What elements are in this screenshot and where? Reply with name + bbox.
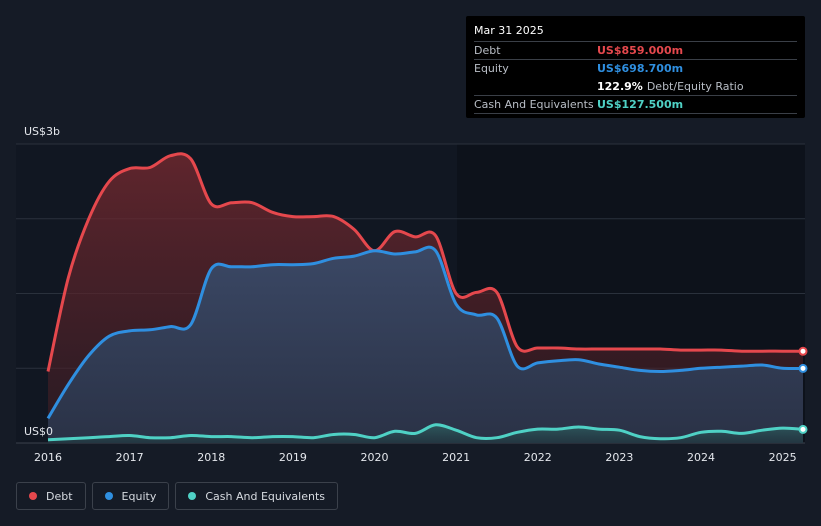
cash-and-equivalents-area bbox=[48, 424, 803, 443]
x-tick-label: 2020 bbox=[360, 451, 388, 464]
debt-line bbox=[46, 152, 804, 372]
x-tick-label: 2018 bbox=[197, 451, 225, 464]
series-areas bbox=[48, 153, 803, 443]
equity-area bbox=[48, 247, 803, 443]
x-tick-label: 2016 bbox=[34, 451, 62, 464]
legend-item-cash[interactable]: Cash And Equivalents bbox=[175, 482, 338, 510]
equity-dot-icon bbox=[104, 492, 113, 500]
tooltip-ratio-text: Debt/Equity Ratio bbox=[646, 80, 744, 93]
tooltip-cash-value: US$127.500m bbox=[597, 98, 684, 111]
y-tick-label: US$3b bbox=[24, 125, 60, 138]
cash-and-equivalents-endpoint bbox=[798, 424, 808, 434]
series-endpoints bbox=[798, 346, 808, 434]
legend-item-debt[interactable]: Debt bbox=[16, 482, 86, 510]
cash-and-equivalents-line bbox=[47, 423, 804, 442]
cash-dot-icon bbox=[188, 492, 197, 500]
x-axis-ticks: 2016 2017 2018 2019 2020 2021 2022 2023 2024 2025 bbox=[34, 451, 797, 464]
legend-equity-label: Equity bbox=[121, 489, 157, 503]
legend-item-equity[interactable]: Equity bbox=[91, 482, 170, 510]
equity-endpoint bbox=[798, 363, 808, 373]
legend-cash-label: Cash And Equivalents bbox=[205, 489, 325, 503]
tooltip-equity-row: Equity US$698.700m bbox=[474, 59, 797, 77]
x-tick-label: 2017 bbox=[116, 451, 144, 464]
tooltip-debt-row: Debt US$859.000m bbox=[474, 41, 797, 59]
series-lines bbox=[46, 152, 804, 442]
x-tick-label: 2023 bbox=[605, 451, 633, 464]
legend-debt-label: Debt bbox=[46, 489, 73, 503]
x-tick-label: 2025 bbox=[769, 451, 797, 464]
debt-endpoint bbox=[798, 346, 808, 356]
data-tooltip: Mar 31 2025 Debt US$859.000m Equity US$6… bbox=[466, 16, 805, 118]
tooltip-ratio-value: 122.9% bbox=[597, 80, 643, 93]
x-tick-label: 2024 bbox=[687, 451, 715, 464]
tooltip-equity-value: US$698.700m bbox=[597, 62, 684, 75]
tooltip-equity-label: Equity bbox=[474, 62, 509, 75]
equity-line bbox=[46, 245, 804, 420]
x-tick-label: 2022 bbox=[524, 451, 552, 464]
debt-dot-icon bbox=[29, 492, 37, 500]
y-axis-ticks: US$0 US$3b bbox=[24, 125, 60, 438]
x-tick-label: 2021 bbox=[442, 451, 470, 464]
tooltip-cash-label: Cash And Equivalents bbox=[474, 98, 594, 111]
tooltip-cash-row: Cash And Equivalents US$127.500m bbox=[474, 95, 797, 114]
y-tick-label: US$0 bbox=[24, 425, 53, 438]
tooltip-debt-label: Debt bbox=[474, 44, 501, 57]
chart-legend: Debt Equity Cash And Equivalents bbox=[16, 482, 338, 510]
tooltip-ratio-row: 122.9% Debt/Equity Ratio bbox=[474, 77, 797, 95]
tooltip-debt-value: US$859.000m bbox=[597, 44, 684, 57]
tooltip-date: Mar 31 2025 bbox=[474, 24, 544, 37]
x-tick-label: 2019 bbox=[279, 451, 307, 464]
